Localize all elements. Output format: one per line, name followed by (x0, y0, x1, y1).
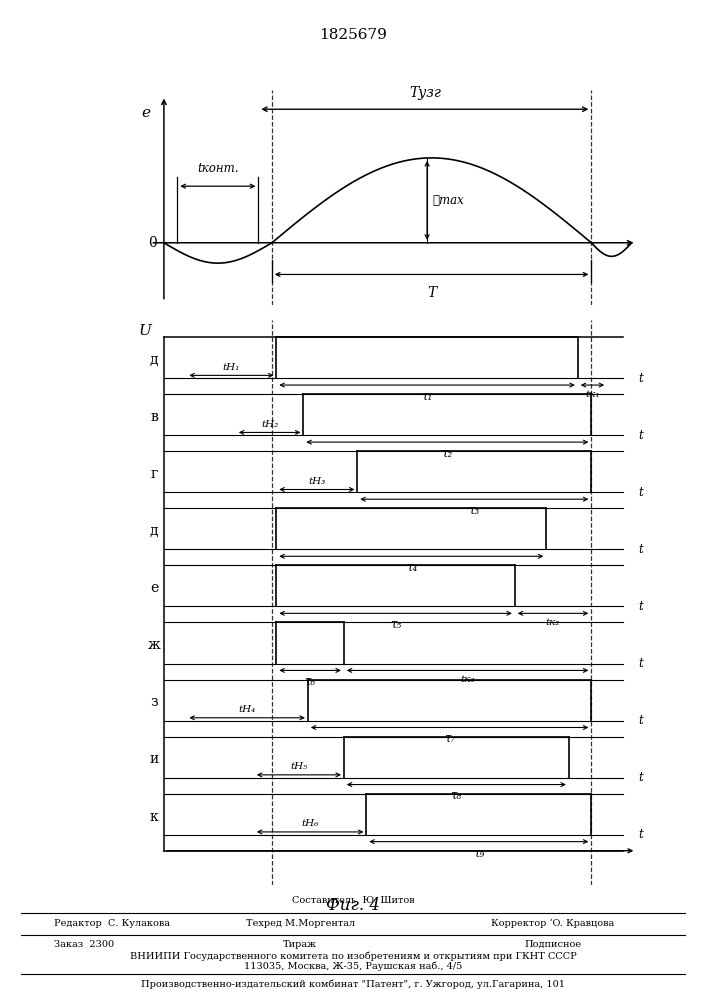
Text: в: в (150, 410, 158, 424)
Text: tН₄: tН₄ (238, 705, 256, 714)
Text: Составитель  Ю. Шитов: Составитель Ю. Шитов (292, 896, 415, 905)
Text: г: г (151, 467, 158, 481)
Text: Подписное: Подписное (525, 940, 581, 949)
Text: t: t (638, 372, 643, 385)
Text: τ₂: τ₂ (442, 447, 453, 460)
Text: Производственно-издательский комбинат "Патент", г. Ужгород, ул.Гагарина, 101: Производственно-издательский комбинат "П… (141, 980, 566, 989)
Text: t: t (638, 657, 643, 670)
Text: и: и (149, 752, 158, 766)
Text: τ₁: τ₁ (421, 390, 433, 403)
Text: 1825679: 1825679 (320, 28, 387, 42)
Text: t: t (638, 429, 643, 442)
Text: tконт.: tконт. (197, 162, 239, 175)
Text: tк₃: tк₃ (460, 675, 475, 684)
Text: τ₉: τ₉ (473, 846, 484, 859)
Text: 113035, Москва, Ж-35, Раушская наб., 4/5: 113035, Москва, Ж-35, Раушская наб., 4/5 (245, 962, 462, 971)
Text: τ₄: τ₄ (406, 561, 417, 574)
Text: Тузг: Тузг (409, 86, 440, 100)
Text: Фиг. 4: Фиг. 4 (327, 896, 380, 914)
Text: tк₂: tк₂ (546, 618, 561, 627)
Text: e: e (141, 106, 151, 120)
Text: е: е (150, 581, 158, 595)
Text: Редактор  С. Кулакова: Редактор С. Кулакова (54, 919, 170, 928)
Text: Тираж: Тираж (284, 940, 317, 949)
Text: д: д (150, 524, 158, 538)
Text: τ₆: τ₆ (305, 675, 316, 688)
Text: tН₆: tН₆ (301, 820, 319, 828)
Text: д: д (150, 353, 158, 367)
Text: t: t (638, 543, 643, 556)
Text: 0: 0 (148, 236, 157, 250)
Text: з: з (150, 695, 158, 709)
Text: t: t (638, 714, 643, 727)
Text: tк₁: tк₁ (585, 390, 600, 399)
Text: tН₂: tН₂ (261, 420, 279, 429)
Text: tН₃: tН₃ (308, 477, 325, 486)
Text: t: t (638, 600, 643, 613)
Text: τ₇: τ₇ (444, 732, 455, 745)
Text: t: t (638, 828, 643, 841)
Text: ж: ж (148, 638, 160, 652)
Text: tН₁: tН₁ (223, 363, 240, 372)
Text: t: t (638, 771, 643, 784)
Text: τ₃: τ₃ (469, 504, 480, 517)
Text: U: U (139, 324, 151, 338)
Text: Техред М.Моргентал: Техред М.Моргентал (246, 919, 355, 928)
Text: t: t (638, 486, 643, 499)
Text: Корректор ʻO. Кравцова: Корректор ʻO. Кравцова (491, 919, 614, 928)
Text: τ₈: τ₈ (450, 789, 462, 802)
Text: τ₅: τ₅ (390, 618, 402, 631)
Text: tН₅: tН₅ (291, 762, 308, 771)
Text: ВНИИПИ Государственного комитета по изобретениям и открытиям при ГКНТ СССР: ВНИИПИ Государственного комитета по изоб… (130, 951, 577, 961)
Text: T: T (427, 286, 436, 300)
Text: к: к (150, 810, 158, 824)
Text: Заказ  2300: Заказ 2300 (54, 940, 115, 949)
Text: ℓmax: ℓmax (433, 194, 464, 207)
